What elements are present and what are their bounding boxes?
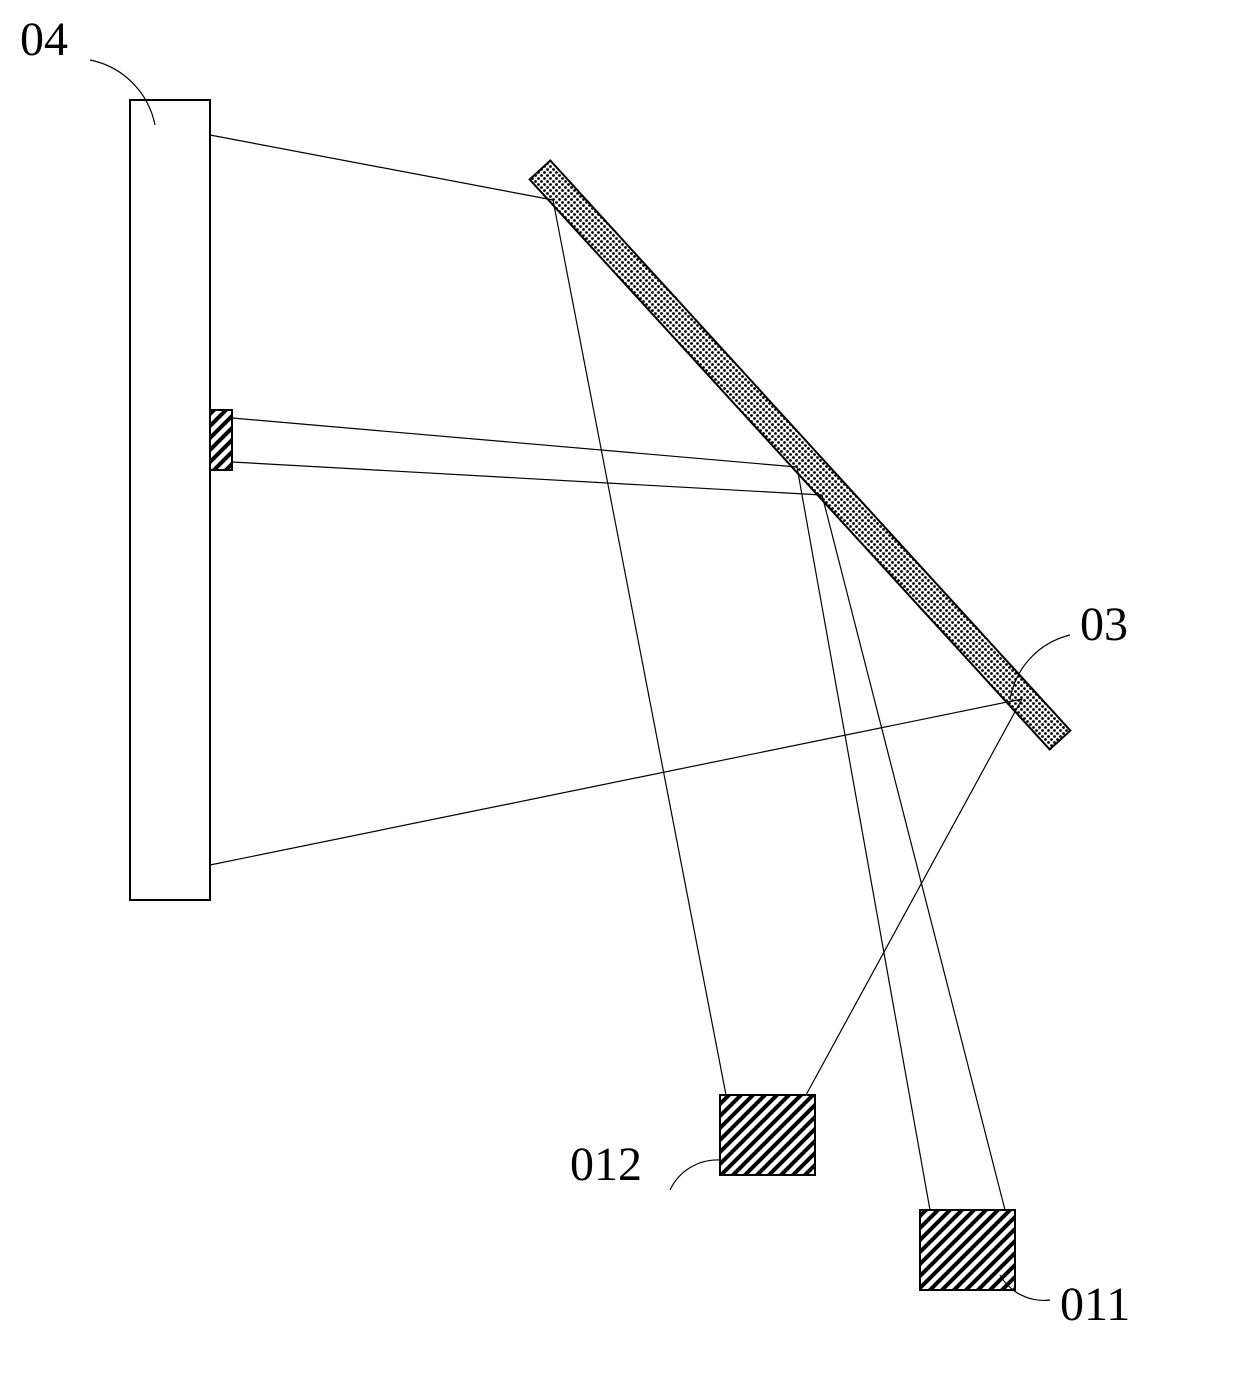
label-component_012: 012 — [570, 1138, 642, 1191]
ray-line — [210, 699, 1022, 865]
label-component_04: 04 — [20, 13, 68, 66]
component-012-block — [720, 1095, 815, 1175]
component-03-mirror — [530, 161, 1071, 750]
shapes-layer — [130, 100, 1070, 1290]
leader-component_012 — [670, 1160, 720, 1190]
ray-line — [232, 418, 797, 467]
ray-line — [210, 135, 553, 200]
diagram-canvas: 04 03 012 011 — [0, 0, 1240, 1375]
center-hatched-strip — [210, 410, 232, 470]
component-04-rect — [130, 100, 210, 900]
label-component_011: 011 — [1060, 1278, 1130, 1331]
ray-line — [822, 495, 1005, 1210]
ray-lines-layer — [210, 135, 1022, 1210]
ray-line — [232, 462, 822, 495]
component-011-block — [920, 1210, 1015, 1290]
label-component_03: 03 — [1080, 598, 1128, 651]
ray-line — [806, 699, 1022, 1095]
